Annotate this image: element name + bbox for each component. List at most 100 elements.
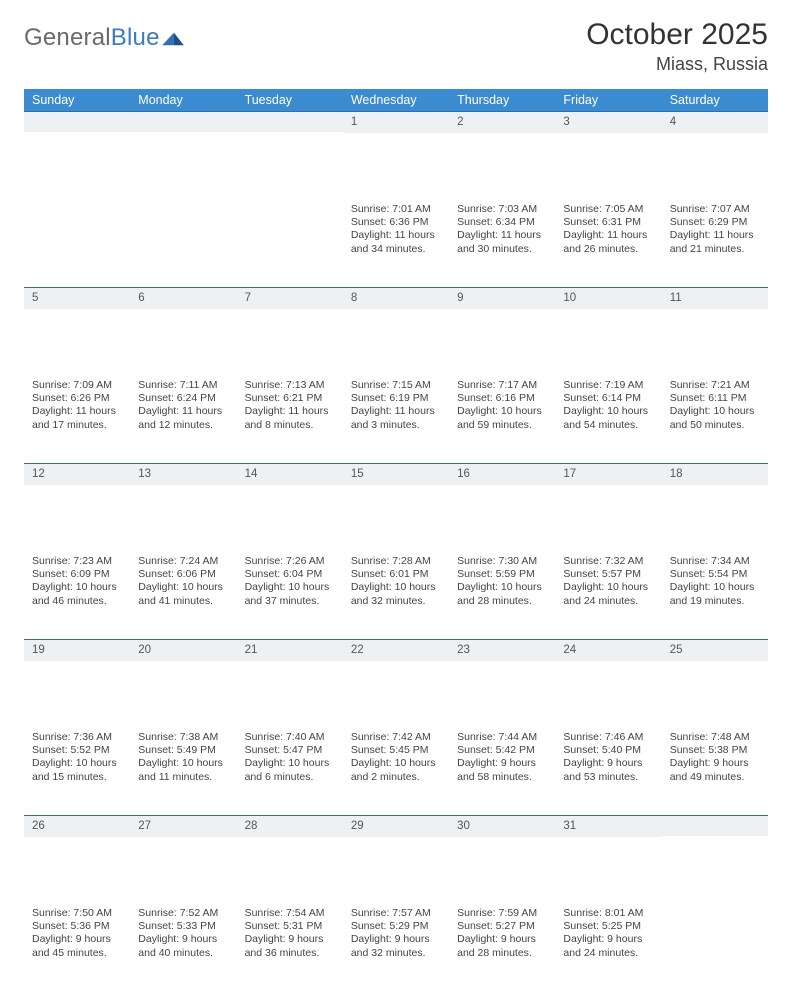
daylight-line2: and 3 minutes. xyxy=(351,419,441,432)
sunset: Sunset: 5:25 PM xyxy=(563,920,653,933)
day-details: Sunrise: 7:19 AMSunset: 6:14 PMDaylight:… xyxy=(555,376,661,437)
daylight-line2: and 40 minutes. xyxy=(138,947,228,960)
day-content-cell: Sunrise: 7:15 AMSunset: 6:19 PMDaylight:… xyxy=(343,376,449,464)
day-details: Sunrise: 7:11 AMSunset: 6:24 PMDaylight:… xyxy=(130,376,236,437)
sunset: Sunset: 6:29 PM xyxy=(670,216,760,229)
day-number-cell: 15 xyxy=(343,464,449,552)
sunrise: Sunrise: 7:54 AM xyxy=(245,907,335,920)
day-details: Sunrise: 7:03 AMSunset: 6:34 PMDaylight:… xyxy=(449,200,555,261)
sunset: Sunset: 5:47 PM xyxy=(245,744,335,757)
empty-day-cell xyxy=(662,904,768,992)
sunset: Sunset: 6:24 PM xyxy=(138,392,228,405)
day-number-cell: 30 xyxy=(449,816,555,904)
daylight-line2: and 32 minutes. xyxy=(351,595,441,608)
day-number-cell: 21 xyxy=(237,640,343,728)
day-number: 1 xyxy=(343,112,449,133)
day-details: Sunrise: 7:40 AMSunset: 5:47 PMDaylight:… xyxy=(237,728,343,789)
day-content-cell: Sunrise: 7:26 AMSunset: 6:04 PMDaylight:… xyxy=(237,552,343,640)
day-content-cell: Sunrise: 7:24 AMSunset: 6:06 PMDaylight:… xyxy=(130,552,236,640)
sunset: Sunset: 6:09 PM xyxy=(32,568,122,581)
week-daynum-row: 12131415161718 xyxy=(24,464,768,552)
daylight-line2: and 2 minutes. xyxy=(351,771,441,784)
day-number-cell: 20 xyxy=(130,640,236,728)
daylight-line1: Daylight: 9 hours xyxy=(563,757,653,770)
day-number: 31 xyxy=(555,816,661,837)
daylight-line2: and 41 minutes. xyxy=(138,595,228,608)
day-number: 4 xyxy=(662,112,768,133)
day-details: Sunrise: 7:23 AMSunset: 6:09 PMDaylight:… xyxy=(24,552,130,613)
sunset: Sunset: 6:31 PM xyxy=(563,216,653,229)
day-number-cell: 17 xyxy=(555,464,661,552)
daylight-line1: Daylight: 11 hours xyxy=(245,405,335,418)
sunrise: Sunrise: 7:17 AM xyxy=(457,379,547,392)
day-number: 13 xyxy=(130,464,236,485)
daylight-line2: and 54 minutes. xyxy=(563,419,653,432)
day-details: Sunrise: 7:28 AMSunset: 6:01 PMDaylight:… xyxy=(343,552,449,613)
calendar-table: Sunday Monday Tuesday Wednesday Thursday… xyxy=(24,89,768,992)
day-number-cell: 6 xyxy=(130,288,236,376)
sunrise: Sunrise: 7:03 AM xyxy=(457,203,547,216)
daylight-line1: Daylight: 10 hours xyxy=(32,757,122,770)
sunrise: Sunrise: 7:15 AM xyxy=(351,379,441,392)
daylight-line1: Daylight: 11 hours xyxy=(670,229,760,242)
day-details: Sunrise: 7:36 AMSunset: 5:52 PMDaylight:… xyxy=(24,728,130,789)
day-details: Sunrise: 7:17 AMSunset: 6:16 PMDaylight:… xyxy=(449,376,555,437)
daylight-line1: Daylight: 9 hours xyxy=(457,757,547,770)
daylight-line2: and 49 minutes. xyxy=(670,771,760,784)
day-number: 11 xyxy=(662,288,768,309)
day-content-cell: Sunrise: 7:11 AMSunset: 6:24 PMDaylight:… xyxy=(130,376,236,464)
empty-daynum-cell xyxy=(24,112,130,200)
day-number-cell: 24 xyxy=(555,640,661,728)
day-content-cell: Sunrise: 7:36 AMSunset: 5:52 PMDaylight:… xyxy=(24,728,130,816)
sunset: Sunset: 5:59 PM xyxy=(457,568,547,581)
day-details: Sunrise: 7:44 AMSunset: 5:42 PMDaylight:… xyxy=(449,728,555,789)
day-number-cell: 4 xyxy=(662,112,768,200)
day-number: 18 xyxy=(662,464,768,485)
daylight-line2: and 50 minutes. xyxy=(670,419,760,432)
day-number: 7 xyxy=(237,288,343,309)
daylight-line2: and 37 minutes. xyxy=(245,595,335,608)
sunset: Sunset: 6:19 PM xyxy=(351,392,441,405)
daylight-line2: and 12 minutes. xyxy=(138,419,228,432)
day-number: 29 xyxy=(343,816,449,837)
sunrise: Sunrise: 7:52 AM xyxy=(138,907,228,920)
day-details: Sunrise: 7:30 AMSunset: 5:59 PMDaylight:… xyxy=(449,552,555,613)
daylight-line1: Daylight: 9 hours xyxy=(563,933,653,946)
daylight-line1: Daylight: 11 hours xyxy=(32,405,122,418)
daylight-line1: Daylight: 10 hours xyxy=(563,405,653,418)
sunrise: Sunrise: 7:19 AM xyxy=(563,379,653,392)
sunset: Sunset: 5:27 PM xyxy=(457,920,547,933)
day-number: 9 xyxy=(449,288,555,309)
daylight-line2: and 19 minutes. xyxy=(670,595,760,608)
daylight-line1: Daylight: 10 hours xyxy=(138,581,228,594)
week-content-row: Sunrise: 7:23 AMSunset: 6:09 PM Daylight:… xyxy=(24,552,768,640)
daylight-line2: and 28 minutes. xyxy=(457,947,547,960)
sunset: Sunset: 6:06 PM xyxy=(138,568,228,581)
sunrise: Sunrise: 7:46 AM xyxy=(563,731,653,744)
daylight-line1: Daylight: 10 hours xyxy=(457,581,547,594)
day-number-cell: 1 xyxy=(343,112,449,200)
day-content-cell: Sunrise: 7:21 AMSunset: 6:11 PMDaylight:… xyxy=(662,376,768,464)
day-details: Sunrise: 7:34 AMSunset: 5:54 PMDaylight:… xyxy=(662,552,768,613)
sunrise: Sunrise: 7:23 AM xyxy=(32,555,122,568)
daylight-line1: Daylight: 9 hours xyxy=(32,933,122,946)
sunrise: Sunrise: 7:44 AM xyxy=(457,731,547,744)
daylight-line2: and 8 minutes. xyxy=(245,419,335,432)
sunrise: Sunrise: 7:01 AM xyxy=(351,203,441,216)
week-content-row: Sunrise: 7:09 AMSunset: 6:26 PMDaylight:… xyxy=(24,376,768,464)
daylight-line2: and 26 minutes. xyxy=(563,243,653,256)
day-number-cell: 8 xyxy=(343,288,449,376)
day-number: 15 xyxy=(343,464,449,485)
day-details: Sunrise: 7:09 AMSunset: 6:26 PMDaylight:… xyxy=(24,376,130,437)
day-content-cell: Sunrise: 7:19 AMSunset: 6:14 PMDaylight:… xyxy=(555,376,661,464)
header-right: October 2025 Miass, Russia xyxy=(586,18,768,75)
daylight-line2: and 45 minutes. xyxy=(32,947,122,960)
day-content-cell: Sunrise: 7:17 AMSunset: 6:16 PMDaylight:… xyxy=(449,376,555,464)
week-daynum-row: 262728293031 xyxy=(24,816,768,904)
day-number: 28 xyxy=(237,816,343,837)
sunset: Sunset: 5:52 PM xyxy=(32,744,122,757)
sunrise: Sunrise: 7:28 AM xyxy=(351,555,441,568)
day-number: 2 xyxy=(449,112,555,133)
day-number: 10 xyxy=(555,288,661,309)
day-number-cell: 31 xyxy=(555,816,661,904)
